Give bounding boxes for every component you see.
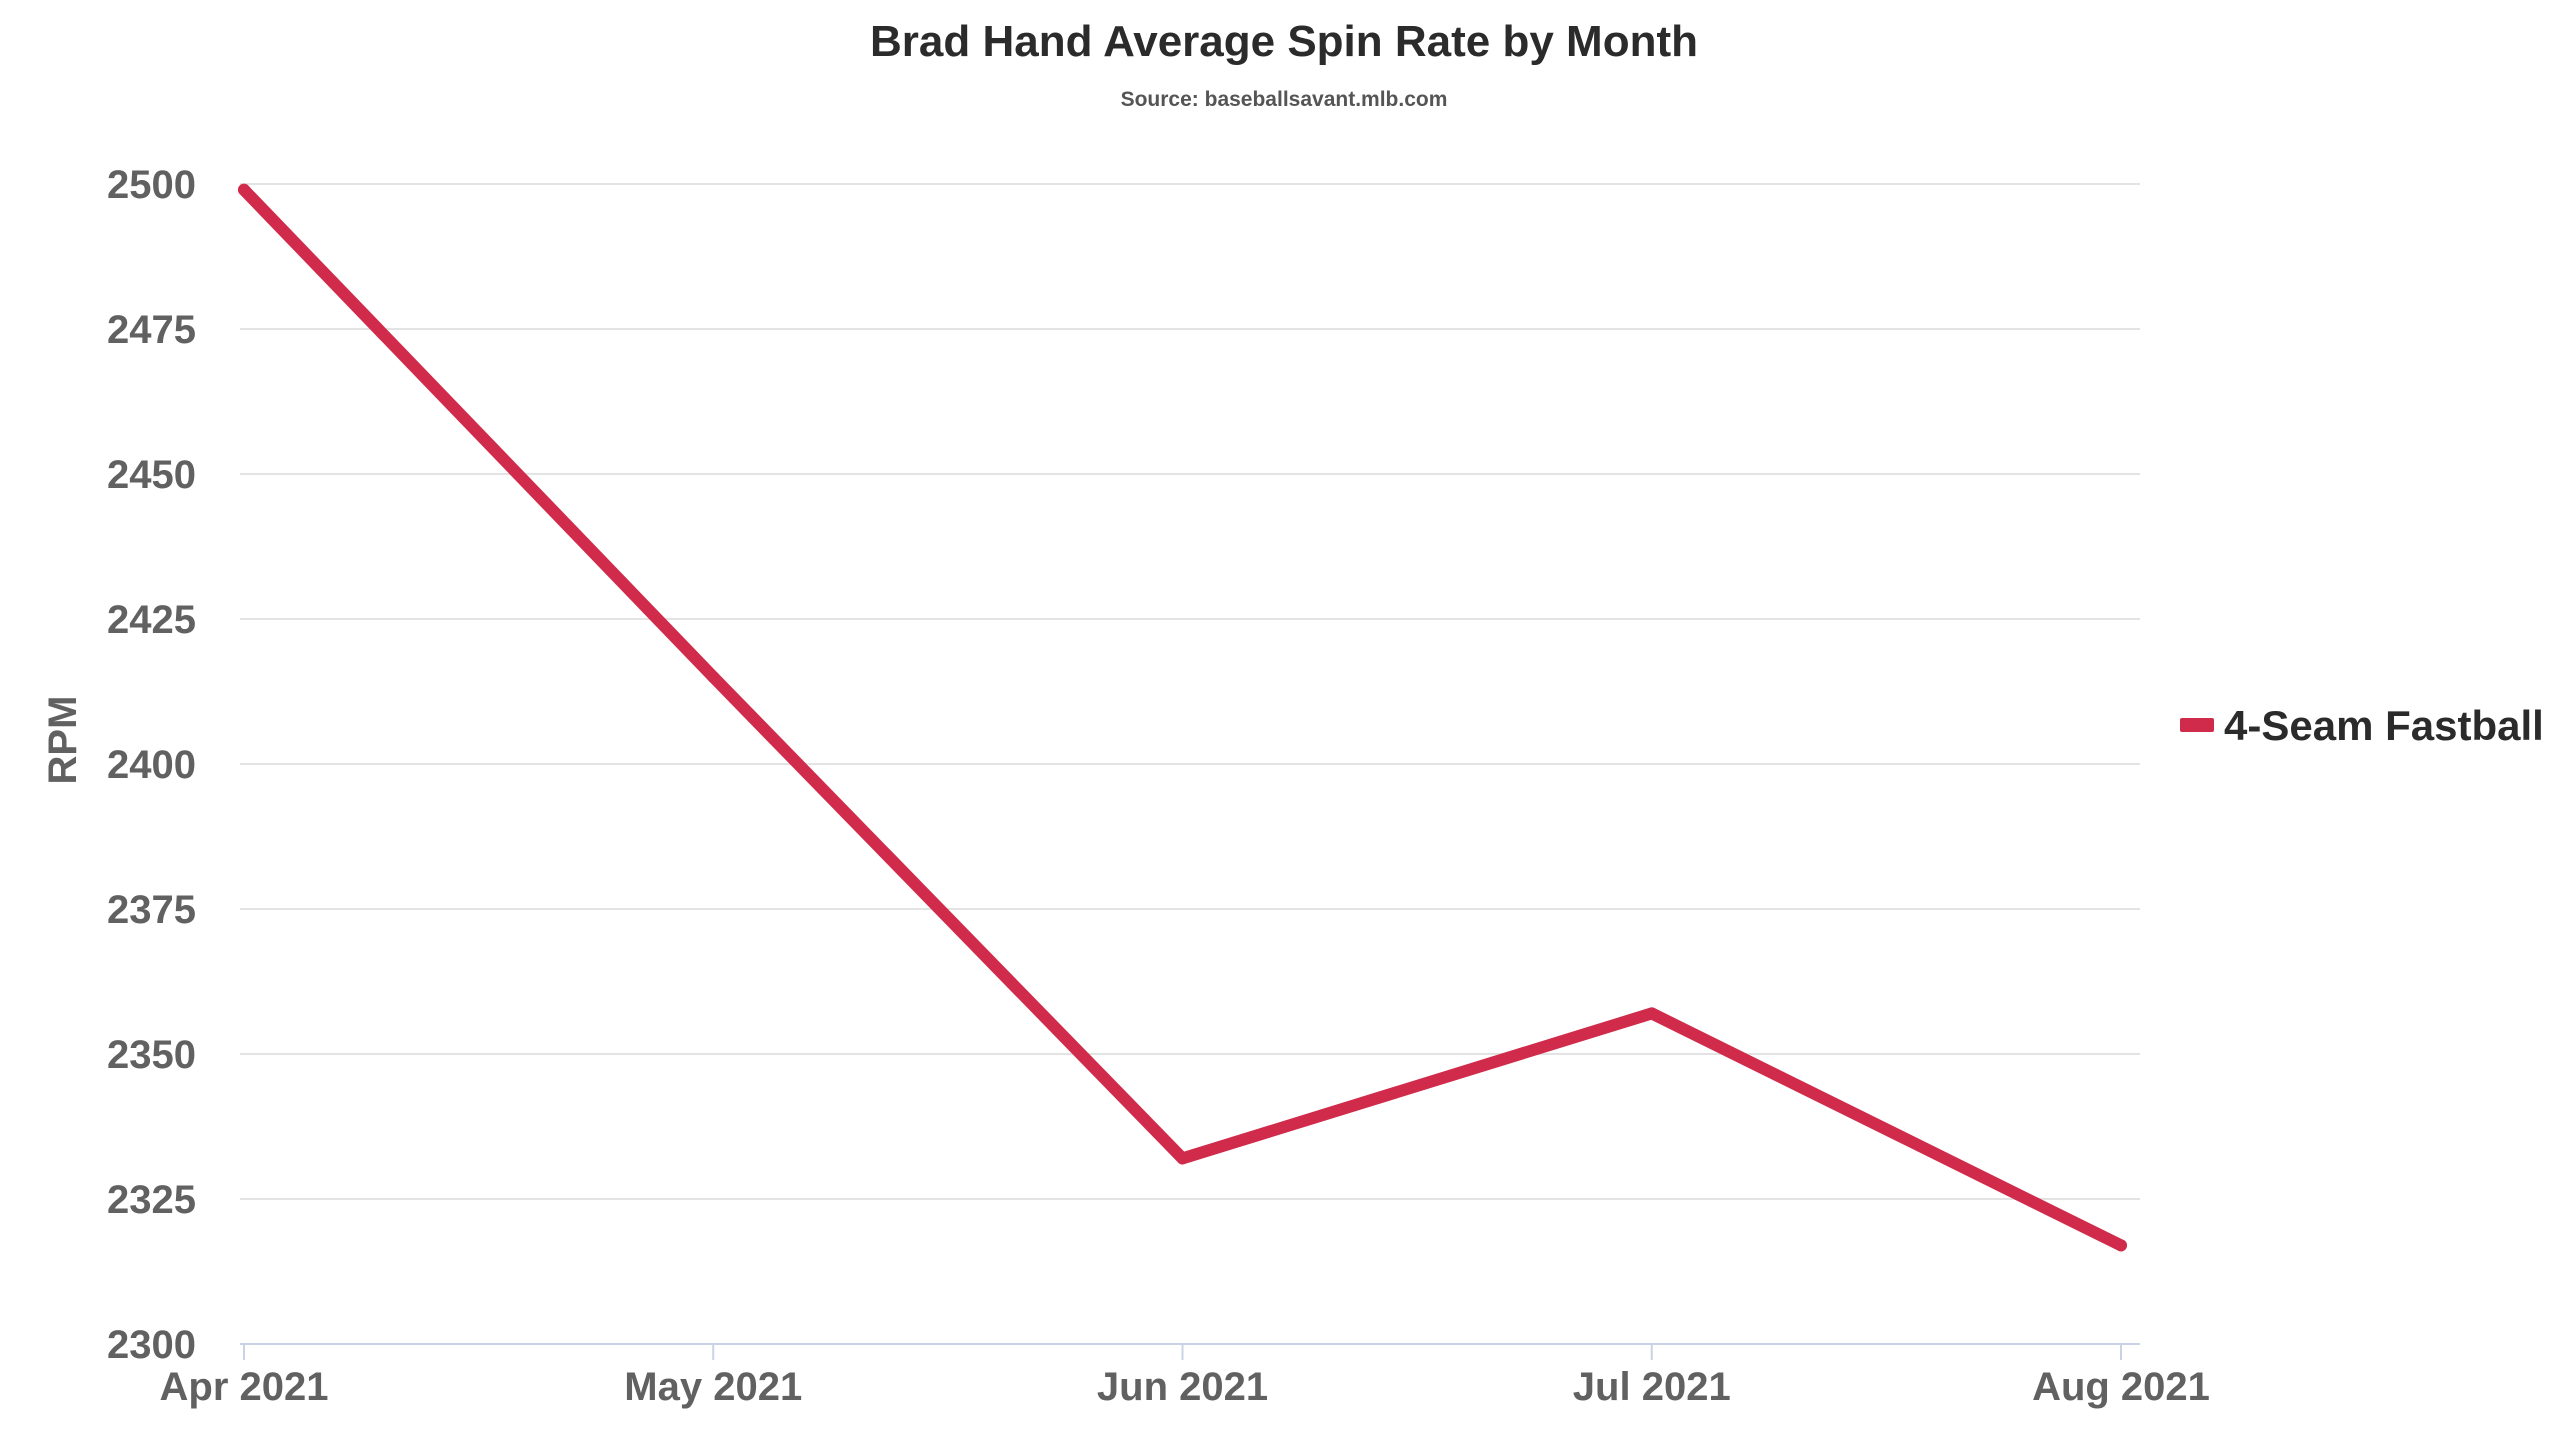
data-point-0-0[interactable] <box>238 183 250 196</box>
y-tick-label-2325: 2325 <box>107 1178 196 1222</box>
x-tick-label-1: May 2021 <box>624 1365 802 1409</box>
series-lines <box>238 183 2127 1252</box>
data-point-0-3[interactable] <box>1645 1007 1658 1020</box>
data-point-0-1[interactable] <box>707 671 720 683</box>
legend[interactable]: 4-Seam Fastball <box>2180 702 2544 749</box>
y-tick-label-2350: 2350 <box>107 1033 196 1077</box>
x-axis-ticks: Apr 2021 May 2021 Jun 2021 Jul 2021 Aug 2021 <box>160 1344 2210 1409</box>
gridlines <box>240 183 2140 1200</box>
y-tick-label-2450: 2450 <box>107 453 196 497</box>
series-line-0[interactable] <box>238 183 2127 1252</box>
x-tick-label-0: Apr 2021 <box>160 1365 329 1409</box>
y-tick-label-2300: 2300 <box>107 1323 196 1367</box>
data-point-0-4[interactable] <box>2115 1239 2127 1252</box>
legend-swatch <box>2180 718 2214 732</box>
x-tick-label-2: Jun 2021 <box>1097 1365 1268 1409</box>
x-tick-label-3: Jul 2021 <box>1573 1365 1731 1409</box>
y-tick-label-2500: 2500 <box>107 163 196 207</box>
chart-title: Brad Hand Average Spin Rate by Month <box>870 17 1698 66</box>
data-point-0-2[interactable] <box>1176 1152 1189 1165</box>
chart-subtitle: Source: baseballsavant.mlb.com <box>1121 88 1448 111</box>
y-tick-label-2475: 2475 <box>107 308 196 352</box>
y-axis-ticks: 2300 2325 2350 2375 2400 2425 2450 2475 2500 <box>107 163 196 1367</box>
y-tick-label-2425: 2425 <box>107 598 196 642</box>
y-tick-label-2400: 2400 <box>107 743 196 787</box>
y-axis-title: RPM <box>41 696 85 785</box>
x-tick-label-4: Aug 2021 <box>2032 1365 2210 1409</box>
legend-label-4-seam-fastball: 4-Seam Fastball <box>2224 702 2544 749</box>
y-tick-label-2375: 2375 <box>107 888 196 932</box>
